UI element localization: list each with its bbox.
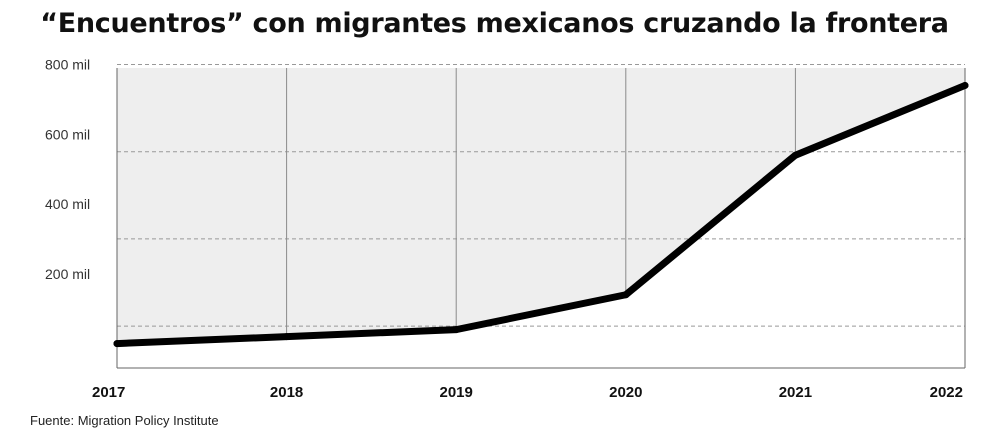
x-tick-label: 2017 bbox=[92, 384, 125, 401]
area-fill bbox=[117, 85, 965, 368]
data-point-2019 bbox=[452, 326, 460, 334]
data-point-2022 bbox=[961, 81, 969, 89]
y-tick-label: 400 mil bbox=[45, 196, 90, 212]
x-tick-label: 2019 bbox=[440, 384, 473, 401]
y-tick-label: 200 mil bbox=[45, 266, 90, 282]
x-tick-label: 2022 bbox=[930, 384, 963, 401]
source-note: Fuente: Migration Policy Institute bbox=[30, 413, 219, 428]
x-tick-label: 2018 bbox=[270, 384, 303, 401]
data-point-2020 bbox=[622, 291, 630, 299]
series-line bbox=[113, 81, 969, 348]
y-tick-label: 600 mil bbox=[45, 126, 90, 142]
x-tick-label: 2021 bbox=[779, 384, 812, 401]
y-tick-label: 800 mil bbox=[45, 57, 90, 73]
x-tick-label: 2020 bbox=[609, 384, 642, 401]
data-point-2021 bbox=[791, 151, 799, 159]
data-point-2018 bbox=[283, 333, 291, 341]
data-point-2017 bbox=[113, 340, 121, 348]
chart-title: “Encuentros” con migrantes mexicanos cru… bbox=[40, 8, 949, 39]
